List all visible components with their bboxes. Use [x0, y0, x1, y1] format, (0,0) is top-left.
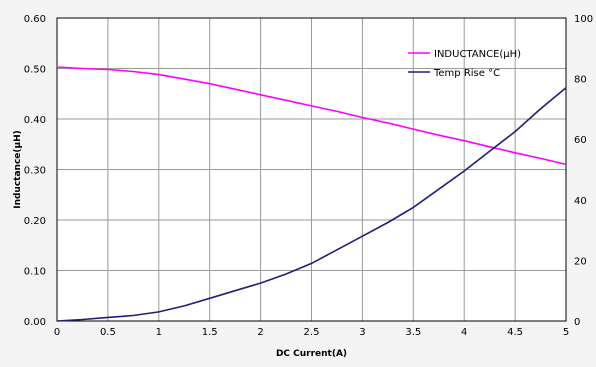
x-tick-label: 1.5	[202, 327, 218, 338]
x-tick-label: 0.5	[100, 327, 116, 338]
y2-tick-label: 80	[574, 75, 587, 86]
y2-tick-label: 0	[574, 317, 580, 328]
y-tick-label: 0.00	[24, 317, 46, 328]
x-tick-label: 4.5	[507, 327, 523, 338]
x-tick-label: 3.5	[405, 327, 421, 338]
x-tick-label: 3	[359, 327, 365, 338]
x-tick-label: 2.5	[304, 327, 320, 338]
legend-label-1: INDUCTANCE(µH)	[434, 49, 521, 60]
series-line-1	[56, 66, 567, 166]
y2-tick-label: 100	[574, 14, 593, 25]
x-tick-label: 4	[461, 327, 467, 338]
y-tick-label: 0.40	[24, 115, 46, 126]
y-tick-label: 0.30	[24, 166, 46, 177]
y-tick-label: 0.60	[24, 14, 46, 25]
x-axis-title: DC Current(A)	[276, 349, 347, 359]
x-tick-label: 1	[156, 327, 162, 338]
tick-labels: 0 0.5 1 1.5 2 2.5 3 3.5 4 4.5 5 0.00 0.10 0.20 0.30 0.4…	[24, 14, 593, 338]
y-tick-label: 0.50	[24, 65, 46, 76]
legend-label-2: Temp Rise °C	[433, 68, 500, 79]
y-axis-title: Inductance(µH)	[13, 130, 23, 209]
y-tick-label: 0.10	[24, 267, 46, 278]
x-tick-label: 2	[257, 327, 263, 338]
x-tick-label: 0	[54, 327, 60, 338]
plot-border	[56, 17, 567, 322]
series-line-2	[56, 87, 567, 322]
series-lines	[56, 66, 567, 322]
y2-tick-label: 60	[574, 135, 587, 146]
y2-tick-label: 40	[574, 196, 587, 207]
x-tick-label: 5	[563, 327, 569, 338]
legend: INDUCTANCE(µH) Temp Rise °C	[408, 49, 521, 79]
y-tick-label: 0.20	[24, 216, 46, 227]
y2-tick-label: 20	[574, 256, 587, 267]
